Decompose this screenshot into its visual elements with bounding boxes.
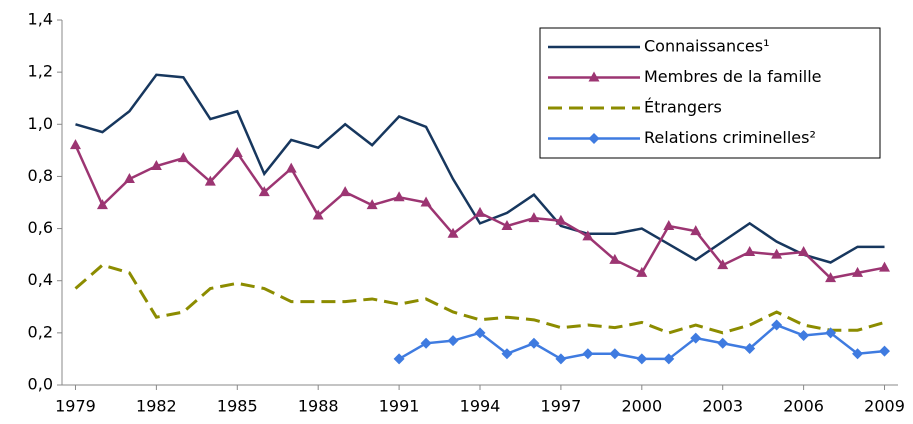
diamond-marker <box>879 345 891 357</box>
triangle-marker <box>879 261 891 272</box>
triangle-marker <box>744 246 756 257</box>
diamond-marker <box>393 353 405 365</box>
x-tick-label: 1997 <box>541 397 582 416</box>
triangle-marker <box>717 259 729 270</box>
triangle-marker <box>582 230 594 241</box>
series-line <box>75 73 885 264</box>
triangle-marker <box>285 162 297 173</box>
x-tick-label: 1991 <box>379 397 420 416</box>
triangle-marker <box>312 209 324 220</box>
x-tick-label: 1982 <box>136 397 177 416</box>
diamond-marker <box>852 348 864 360</box>
x-tick-label: 1985 <box>217 397 258 416</box>
diamond-marker <box>474 327 486 339</box>
series-line <box>74 263 885 335</box>
diamond-marker <box>609 348 621 360</box>
x-tick-label: 2006 <box>783 397 824 416</box>
triangle-marker <box>420 196 432 207</box>
diamond-marker <box>717 337 729 349</box>
x-tick-label: 1988 <box>298 397 339 416</box>
triangle-marker <box>96 199 108 210</box>
x-tick-label: 1979 <box>55 397 96 416</box>
triangle-marker <box>366 199 378 210</box>
y-tick-label: 0,6 <box>28 218 53 237</box>
y-tick-label: 0,4 <box>28 270 53 289</box>
triangle-marker <box>636 266 648 277</box>
triangle-marker <box>609 253 621 264</box>
legend-label: Membres de la famille <box>644 67 822 86</box>
triangle-marker <box>690 225 702 236</box>
diamond-marker <box>798 329 810 341</box>
triangle-marker <box>474 206 486 217</box>
x-tick-label: 2003 <box>702 397 743 416</box>
legend-label: Relations criminelles² <box>644 128 816 147</box>
diamond-marker <box>555 353 567 365</box>
triangle-marker <box>798 246 810 257</box>
triangle-marker <box>555 214 567 225</box>
triangle-marker <box>231 146 243 157</box>
legend-label: Étrangers <box>644 98 722 117</box>
triangle-marker <box>825 272 837 283</box>
triangle-marker <box>258 186 270 197</box>
triangle-marker <box>501 219 513 230</box>
y-tick-label: 1,0 <box>28 114 53 133</box>
y-tick-label: 0,8 <box>28 166 53 185</box>
diamond-marker <box>420 337 432 349</box>
diamond-marker <box>636 353 648 365</box>
diamond-marker <box>690 332 702 344</box>
triangle-marker <box>204 175 216 186</box>
diamond-marker <box>663 353 675 365</box>
diamond-marker <box>825 327 837 339</box>
triangle-marker <box>663 219 675 230</box>
triangle-marker <box>150 160 162 170</box>
y-tick-label: 1,2 <box>28 62 53 81</box>
diamond-marker <box>528 337 540 349</box>
diamond-marker <box>744 343 756 354</box>
triangle-marker <box>588 71 600 82</box>
triangle-marker <box>447 227 459 238</box>
x-tick-label: 2009 <box>864 397 905 416</box>
x-tick-label: 1994 <box>460 397 501 416</box>
diamond-marker <box>447 335 459 347</box>
triangle-marker <box>339 186 351 197</box>
diamond-marker <box>501 348 513 360</box>
triangle-marker <box>393 191 405 202</box>
triangle-marker <box>771 248 783 259</box>
triangle-marker <box>528 212 540 223</box>
triangle-marker <box>177 152 189 163</box>
y-tick-label: 0,2 <box>28 322 53 341</box>
triangle-marker <box>123 173 135 184</box>
triangle-marker <box>69 139 81 150</box>
triangle-marker <box>852 266 864 277</box>
x-tick-label: 2000 <box>621 397 662 416</box>
y-tick-label: 1,4 <box>28 10 53 29</box>
legend-label: Connaissances¹ <box>644 37 770 56</box>
diamond-marker <box>588 133 600 144</box>
diamond-marker <box>771 319 783 331</box>
diamond-marker <box>582 348 594 360</box>
y-tick-label: 0,0 <box>28 375 53 394</box>
